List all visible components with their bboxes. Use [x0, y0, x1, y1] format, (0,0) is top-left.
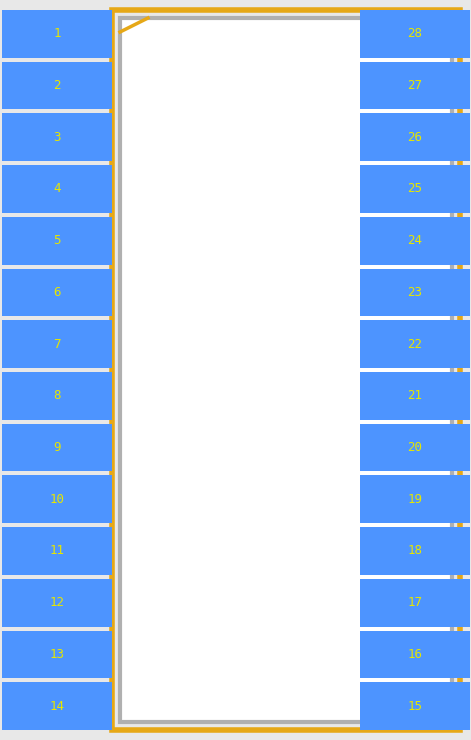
Text: 16: 16: [407, 648, 422, 661]
Bar: [360, 113, 470, 161]
Text: 23: 23: [407, 286, 422, 299]
Bar: [360, 424, 470, 471]
Text: 7: 7: [53, 337, 61, 351]
Bar: [2, 10, 112, 58]
Bar: [360, 61, 470, 110]
Bar: [360, 320, 470, 368]
Bar: [2, 579, 112, 627]
Text: 11: 11: [49, 545, 65, 557]
Bar: [360, 165, 470, 213]
Bar: [2, 424, 112, 471]
Bar: [112, 10, 460, 730]
Bar: [2, 269, 112, 316]
Text: 26: 26: [407, 131, 422, 144]
Bar: [360, 217, 470, 265]
Bar: [2, 372, 112, 420]
Text: 10: 10: [49, 493, 65, 505]
Text: 25: 25: [407, 183, 422, 195]
Bar: [2, 61, 112, 110]
Text: 27: 27: [407, 79, 422, 92]
Text: 19: 19: [407, 493, 422, 505]
Bar: [360, 269, 470, 316]
Bar: [360, 372, 470, 420]
Bar: [360, 527, 470, 575]
Bar: [360, 10, 470, 58]
Text: 14: 14: [49, 699, 65, 713]
Bar: [2, 527, 112, 575]
Text: 12: 12: [49, 596, 65, 609]
Bar: [360, 682, 470, 730]
Text: 5: 5: [53, 235, 61, 247]
Text: 24: 24: [407, 235, 422, 247]
Bar: [2, 113, 112, 161]
Text: 8: 8: [53, 389, 61, 403]
Text: 28: 28: [407, 27, 422, 41]
Text: 21: 21: [407, 389, 422, 403]
Bar: [360, 475, 470, 523]
Bar: [2, 320, 112, 368]
Text: 15: 15: [407, 699, 422, 713]
Bar: [120, 18, 452, 722]
Bar: [360, 630, 470, 679]
Bar: [2, 630, 112, 679]
Bar: [2, 682, 112, 730]
Text: 17: 17: [407, 596, 422, 609]
Text: 13: 13: [49, 648, 65, 661]
Bar: [360, 579, 470, 627]
Text: 9: 9: [53, 441, 61, 454]
Bar: [2, 165, 112, 213]
Text: 6: 6: [53, 286, 61, 299]
Text: 18: 18: [407, 545, 422, 557]
Text: 22: 22: [407, 337, 422, 351]
Text: 4: 4: [53, 183, 61, 195]
Text: 1: 1: [53, 27, 61, 41]
Bar: [2, 217, 112, 265]
Bar: [2, 475, 112, 523]
Text: 3: 3: [53, 131, 61, 144]
Text: 2: 2: [53, 79, 61, 92]
Text: 20: 20: [407, 441, 422, 454]
